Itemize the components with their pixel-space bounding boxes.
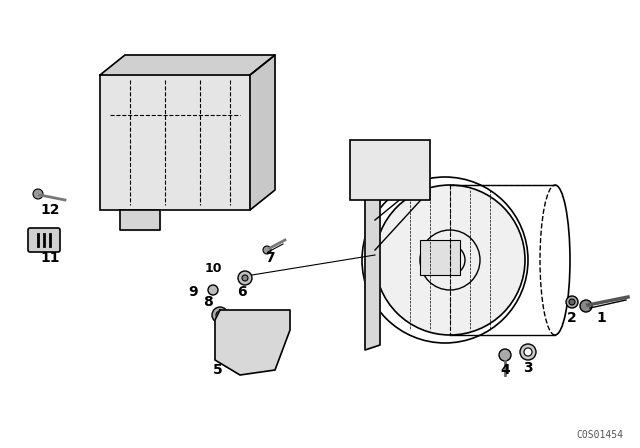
Circle shape [378, 158, 402, 182]
Text: 2: 2 [567, 311, 577, 325]
Text: 4: 4 [500, 363, 510, 377]
Polygon shape [120, 210, 160, 230]
Circle shape [375, 185, 525, 335]
FancyBboxPatch shape [28, 228, 60, 252]
Text: 5: 5 [213, 363, 223, 377]
Circle shape [520, 344, 536, 360]
Circle shape [266, 351, 274, 359]
Polygon shape [365, 170, 380, 350]
Bar [100, 75, 250, 210]
Circle shape [580, 300, 592, 312]
Bar [420, 240, 460, 275]
Circle shape [263, 246, 271, 254]
Text: C0S01454: C0S01454 [577, 430, 623, 440]
Circle shape [569, 299, 575, 305]
Circle shape [212, 307, 228, 323]
Circle shape [262, 347, 278, 363]
Text: 7: 7 [265, 251, 275, 265]
Text: 11: 11 [40, 251, 60, 265]
Text: 12: 12 [40, 203, 60, 217]
Circle shape [231, 326, 239, 334]
Text: 3: 3 [523, 361, 533, 375]
Circle shape [227, 322, 243, 338]
Circle shape [385, 165, 395, 175]
Text: 1: 1 [596, 311, 606, 325]
Bar [350, 140, 430, 200]
Circle shape [208, 285, 218, 295]
Circle shape [242, 275, 248, 281]
Circle shape [524, 348, 532, 356]
Polygon shape [100, 55, 275, 75]
Text: 10: 10 [204, 262, 221, 275]
Circle shape [499, 349, 511, 361]
Polygon shape [215, 310, 290, 375]
Circle shape [136, 216, 144, 224]
Circle shape [238, 271, 252, 285]
Text: 9: 9 [188, 285, 198, 299]
Circle shape [33, 189, 43, 199]
Circle shape [566, 296, 578, 308]
Text: 8: 8 [203, 295, 213, 309]
Text: 6: 6 [237, 285, 247, 299]
Circle shape [216, 311, 224, 319]
Circle shape [132, 212, 148, 228]
Polygon shape [250, 55, 275, 210]
